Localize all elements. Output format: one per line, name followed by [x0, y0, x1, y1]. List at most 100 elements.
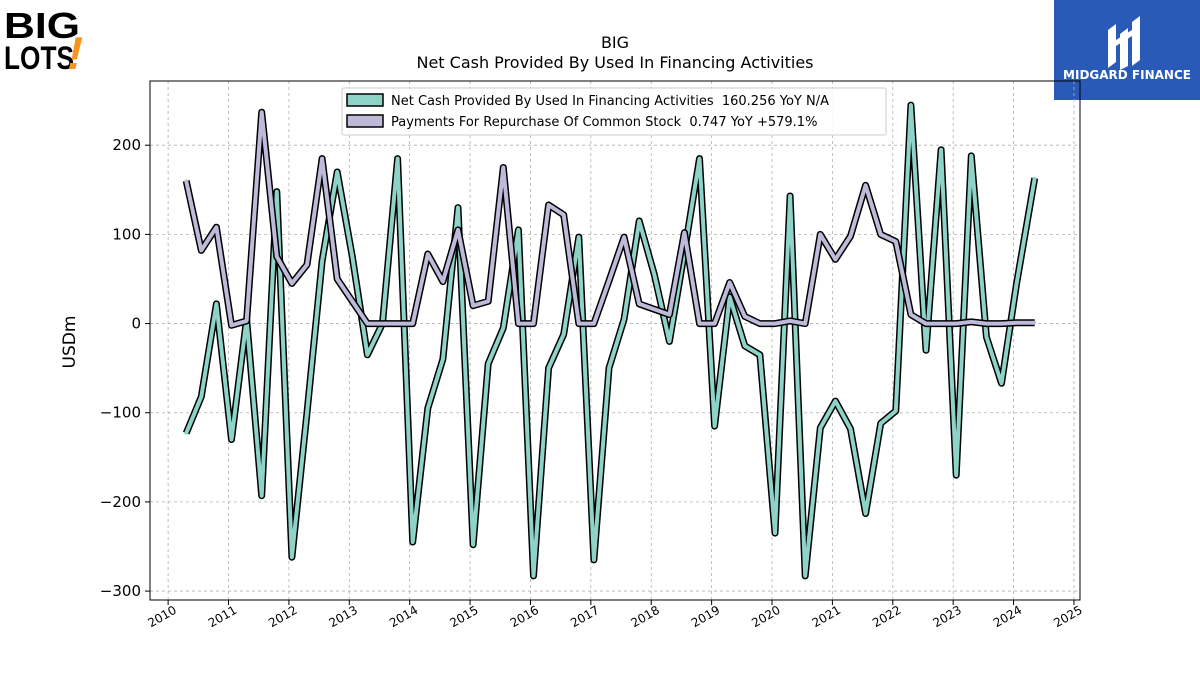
x-tick-label: 2019 — [689, 603, 722, 630]
data-point-1 — [909, 313, 913, 317]
data-point-1 — [999, 322, 1004, 326]
data-point-0 — [818, 426, 822, 430]
data-point-0 — [229, 437, 234, 442]
data-point-1 — [501, 165, 505, 170]
data-point-1 — [969, 320, 973, 324]
data-point-0 — [214, 302, 218, 306]
logo-line-1: BIG — [4, 6, 80, 46]
series-lines — [182, 101, 1039, 580]
data-point-1 — [652, 307, 656, 311]
data-point-1 — [562, 213, 566, 217]
data-point-1 — [592, 322, 596, 326]
data-point-1 — [984, 322, 989, 326]
x-axis: 2010 2011 2012 2013 2014 2015 2016 2017 2018 2019… — [145, 600, 1085, 630]
data-point-1 — [607, 279, 611, 283]
data-point-1 — [531, 322, 536, 326]
legend-swatch-net-cash — [346, 93, 384, 107]
x-tick-label: 2021 — [810, 603, 843, 630]
data-point-0 — [864, 511, 868, 516]
data-point-1 — [758, 322, 762, 326]
data-point-1 — [305, 263, 309, 267]
x-tick-label: 2017 — [568, 603, 601, 630]
data-point-0 — [456, 206, 460, 210]
data-point-1 — [713, 322, 717, 326]
chart-title: BIG — [600, 33, 630, 52]
data-point-0 — [305, 411, 309, 415]
x-tick-label: 2022 — [870, 603, 903, 630]
data-point-0 — [275, 190, 279, 194]
data-point-0 — [607, 366, 611, 370]
legend: Net Cash Provided By Used In Financing A… — [341, 87, 887, 136]
data-point-0 — [531, 574, 536, 578]
x-tick-label: 2015 — [447, 603, 480, 630]
data-point-1 — [350, 299, 354, 303]
data-point-1 — [184, 179, 188, 183]
y-tick-label: 200 — [112, 136, 141, 154]
data-point-1 — [260, 110, 264, 114]
data-point-1 — [667, 313, 672, 317]
data-point-0 — [562, 332, 566, 336]
data-point-0 — [652, 272, 656, 277]
data-point-0 — [577, 235, 581, 239]
data-point-0 — [260, 494, 264, 498]
data-point-0 — [411, 540, 415, 544]
data-point-0 — [471, 543, 475, 547]
data-point-1 — [879, 232, 883, 236]
data-point-0 — [924, 348, 928, 352]
data-point-0 — [788, 194, 792, 198]
data-point-0 — [743, 344, 747, 348]
data-point-1 — [486, 299, 490, 303]
data-point-0 — [335, 170, 339, 174]
data-point-0 — [516, 228, 521, 232]
data-point-0 — [486, 362, 490, 366]
data-point-1 — [697, 322, 702, 326]
data-point-1 — [939, 322, 943, 326]
x-tick-label: 2014 — [387, 603, 420, 630]
x-tick-label: 2020 — [749, 603, 782, 630]
data-point-0 — [939, 148, 943, 152]
data-point-0 — [320, 259, 324, 263]
midgard-m-icon — [1108, 16, 1140, 70]
x-tick-label: 2010 — [145, 603, 178, 630]
data-point-0 — [909, 103, 913, 107]
data-point-1 — [547, 203, 551, 207]
data-point-1 — [818, 232, 822, 236]
data-point-0 — [954, 473, 958, 477]
data-point-0 — [592, 558, 596, 562]
data-point-1 — [833, 257, 838, 261]
data-point-1 — [245, 319, 249, 323]
data-point-1 — [803, 322, 807, 326]
data-point-1 — [622, 235, 626, 239]
x-tick-label: 2024 — [991, 603, 1024, 630]
x-tick-label: 2016 — [508, 603, 541, 630]
data-point-0 — [426, 406, 430, 410]
x-tick-label: 2012 — [266, 603, 299, 630]
data-point-1 — [199, 248, 203, 252]
data-point-0 — [758, 353, 762, 357]
data-point-1 — [516, 322, 521, 326]
data-point-1 — [320, 157, 324, 161]
data-point-0 — [773, 531, 777, 535]
plot-frame — [149, 80, 1081, 601]
data-point-1 — [396, 322, 400, 326]
data-point-0 — [1015, 281, 1019, 285]
data-point-1 — [637, 302, 641, 306]
data-point-1 — [773, 322, 777, 326]
series-line-0 — [184, 103, 1037, 578]
data-point-1 — [894, 239, 898, 244]
x-tick-label: 2025 — [1051, 603, 1084, 630]
data-point-1 — [411, 322, 415, 326]
data-point-0 — [969, 154, 973, 158]
legend-box — [341, 87, 887, 136]
legend-label-net-cash: Net Cash Provided By Used In Financing A… — [391, 94, 829, 109]
data-point-1 — [924, 322, 928, 326]
data-point-0 — [365, 353, 369, 357]
data-point-0 — [728, 295, 732, 299]
data-point-0 — [894, 409, 898, 413]
badge-text: MIDGARD FINANCE — [1063, 68, 1191, 82]
x-tick-label: 2013 — [327, 603, 360, 630]
data-point-1 — [743, 314, 747, 318]
data-point-0 — [290, 555, 294, 559]
data-point-0 — [697, 157, 702, 161]
